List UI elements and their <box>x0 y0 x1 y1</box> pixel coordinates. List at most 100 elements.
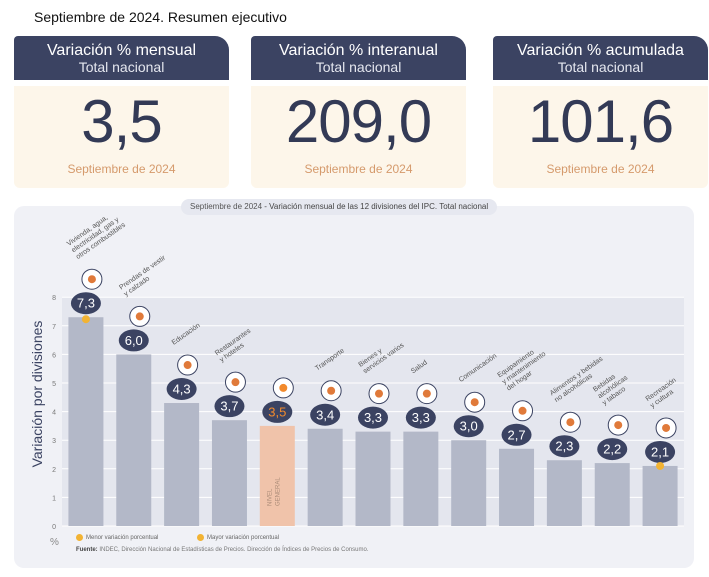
icon-accent <box>614 421 623 430</box>
legend-min: Menor variación porcentual <box>76 534 158 541</box>
value-badge <box>70 292 101 315</box>
bar <box>68 317 104 526</box>
card-period: Septiembre de 2024 <box>304 162 413 176</box>
bar <box>642 465 678 526</box>
value-label: 3,3 <box>412 410 430 425</box>
value-badge <box>501 423 532 446</box>
value-badge <box>358 406 388 429</box>
umbrella-icon <box>655 417 677 439</box>
value-label: 3,4 <box>316 407 334 422</box>
iron-icon <box>512 400 534 422</box>
icon-accent <box>375 389 383 398</box>
y-tick-label: 6 <box>52 352 56 359</box>
icon-accent <box>422 389 431 398</box>
icon-accent <box>518 406 527 415</box>
value-label: 2,1 <box>651 444 669 459</box>
scissors-icon <box>368 383 390 405</box>
bar <box>594 463 630 526</box>
value-badge <box>597 438 628 461</box>
yearly-variation-card: Variación % interanual Total nacional 20… <box>251 36 466 188</box>
icon-accent <box>662 423 671 432</box>
bar <box>355 431 391 526</box>
bar <box>211 420 247 526</box>
y-tick-label: 5 <box>52 381 56 388</box>
bar <box>307 428 343 526</box>
value-label: 6,0 <box>125 333 143 348</box>
value-label: 4,3 <box>173 382 191 397</box>
value-label: 2,3 <box>555 439 573 454</box>
value-badge <box>262 400 293 423</box>
bar <box>546 460 582 526</box>
legend-min-label: Menor variación porcentual <box>86 535 159 542</box>
chart-panel: 0 1 2 3 4 5 6 7 8 7,3 Vivienda, agua,electricidad,… <box>14 199 694 568</box>
y-tick-label: 3 <box>52 438 56 445</box>
value-badge <box>405 406 436 429</box>
legend-marker <box>76 534 83 541</box>
icon-accent <box>135 312 144 321</box>
bar-chart: 0 1 2 3 4 5 6 7 8 7,3 Vivienda, agua,electricidad,… <box>52 208 684 531</box>
bar <box>164 403 200 526</box>
value-badge <box>166 378 197 401</box>
source-text: INDEC, Dirección Nacional de Estadística… <box>97 547 369 553</box>
chart-title: Septiembre de 2024 - Variación mensual d… <box>181 199 498 215</box>
min-marker <box>656 461 665 470</box>
bar <box>499 448 535 526</box>
legend-marker <box>197 534 204 541</box>
category-label-line: NIVEL <box>267 488 273 506</box>
y-tick-label: 7 <box>52 324 56 331</box>
icon-accent <box>566 418 575 427</box>
source-label: Fuente: <box>76 547 98 553</box>
value-badge <box>645 440 676 463</box>
card-title: Variación % mensual <box>46 42 197 59</box>
icon-accent <box>470 398 479 407</box>
value-label: 3,0 <box>460 419 478 434</box>
value-label: 3,3 <box>364 410 382 425</box>
bus-icon <box>320 380 342 402</box>
card-title: Variación % acumulada <box>517 42 684 59</box>
category-label: Vivienda, agua,electricidad, gas yotros … <box>66 208 127 261</box>
legend-max: Mayor variación porcentual <box>197 534 279 541</box>
card-subtitle: Total nacional <box>78 59 165 75</box>
value-label: 2,2 <box>603 442 621 457</box>
value-badge <box>310 403 341 426</box>
shopping-basket-icon <box>272 377 294 399</box>
bar <box>259 425 295 526</box>
value-badge <box>453 415 484 438</box>
y-tick-label: 1 <box>52 495 56 502</box>
monthly-variation-card: Variación % mensual Total nacional 3,5 S… <box>14 36 229 188</box>
chart-title-text: - Variación mensual de las 12 divisiones… <box>262 202 489 211</box>
category-label-line: GENERAL <box>275 477 281 506</box>
card-body: 3,5 Septiembre de 2024 <box>14 86 229 188</box>
cross-icon <box>416 383 438 405</box>
icon-accent <box>279 383 288 392</box>
card-value: 209,0 <box>285 88 432 155</box>
icon-accent <box>87 275 96 284</box>
category-label: Bebidasalcohólicasy tabaco <box>592 368 634 407</box>
phone-icon <box>464 391 486 413</box>
y-tick-label: 2 <box>52 467 56 474</box>
card-header: Variación % acumulada Total nacional <box>493 36 708 80</box>
value-label: 3,7 <box>220 399 238 414</box>
y-tick-label: 4 <box>52 410 56 417</box>
unit-label: % <box>50 537 59 548</box>
card-header: Variación % interanual Total nacional <box>251 36 466 80</box>
card-subtitle: Total nacional <box>557 59 644 75</box>
value-badge <box>549 435 580 458</box>
y-tick-label: 8 <box>52 295 56 302</box>
category-label: NIVEL GENERAL <box>267 477 281 506</box>
max-marker <box>81 315 90 324</box>
chicken-icon <box>559 411 581 433</box>
wine-icon <box>607 414 629 436</box>
bar <box>403 431 439 526</box>
card-subtitle: Total nacional <box>315 59 402 75</box>
value-label: 3,5 <box>268 404 286 419</box>
cutlery-icon <box>224 371 246 393</box>
card-header: Variación % mensual Total nacional <box>14 36 229 80</box>
accumulated-variation-card: Variación % acumulada Total nacional 101… <box>493 36 708 188</box>
books-icon <box>177 354 199 376</box>
icon-accent <box>327 386 336 395</box>
value-badge <box>118 329 149 352</box>
card-title: Variación % interanual <box>279 42 438 59</box>
card-body: 101,6 Septiembre de 2024 <box>493 86 708 188</box>
y-axis-label: Variación por divisiones <box>29 320 45 468</box>
